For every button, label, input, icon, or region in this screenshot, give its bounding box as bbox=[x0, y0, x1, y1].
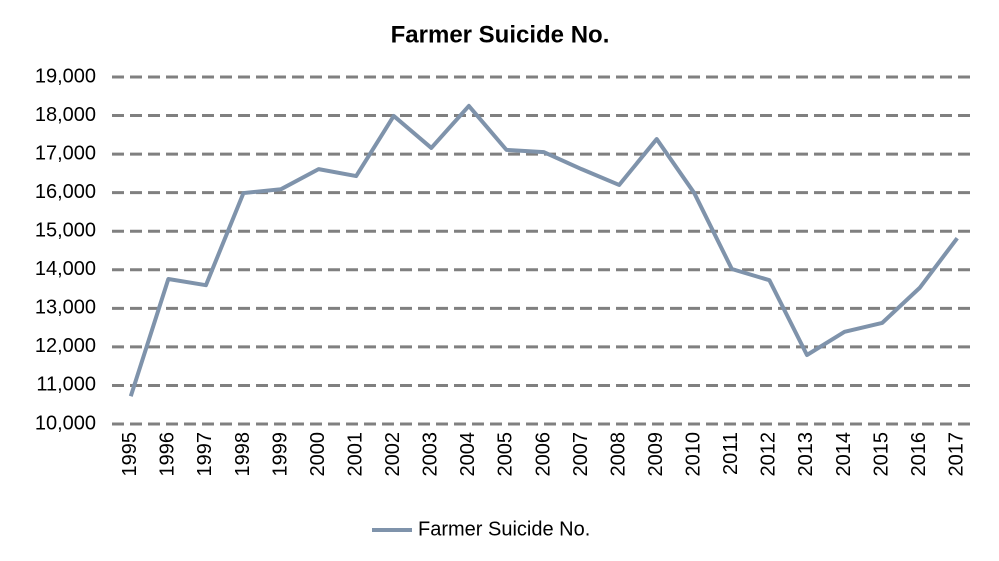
x-tick-label: 2007 bbox=[570, 432, 592, 477]
x-tick-label: 2006 bbox=[532, 432, 554, 477]
y-tick-label: 10,000 bbox=[35, 412, 96, 434]
x-tick-label: 2000 bbox=[307, 432, 329, 477]
data-line bbox=[128, 103, 959, 397]
y-tick-label: 17,000 bbox=[35, 142, 96, 164]
x-tick-label: 1998 bbox=[232, 432, 254, 477]
x-tick-label: 2015 bbox=[870, 432, 892, 477]
y-tick-label: 11,000 bbox=[36, 374, 96, 396]
x-tick-label: 2004 bbox=[457, 432, 479, 477]
x-tick-label: 2010 bbox=[683, 432, 705, 477]
x-tick-label: 2008 bbox=[607, 432, 629, 477]
x-tick-label: 2005 bbox=[495, 432, 517, 477]
x-tick-label: 2001 bbox=[344, 432, 366, 477]
x-tick-label: 2002 bbox=[382, 432, 404, 477]
y-tick-label: 12,000 bbox=[35, 335, 96, 357]
legend-label: Farmer Suicide No. bbox=[418, 518, 590, 540]
x-tick-label: 2012 bbox=[758, 432, 780, 477]
x-tick-label: 2016 bbox=[908, 432, 930, 477]
x-tick-label: 2011 bbox=[720, 432, 742, 475]
x-tick-label: 2017 bbox=[945, 432, 967, 477]
x-tick-label: 2009 bbox=[645, 432, 667, 477]
x-tick-label: 2014 bbox=[833, 432, 855, 477]
y-tick-label: 18,000 bbox=[35, 104, 96, 126]
chart-title: Farmer Suicide No. bbox=[391, 21, 610, 48]
y-tick-label: 14,000 bbox=[35, 258, 96, 280]
x-tick-label: 1999 bbox=[269, 432, 291, 477]
x-tick-label: 1995 bbox=[119, 432, 141, 477]
y-tick-label: 19,000 bbox=[35, 65, 96, 87]
y-tick-label: 15,000 bbox=[35, 220, 96, 242]
y-tick-label: 13,000 bbox=[35, 297, 96, 319]
y-tick-label: 16,000 bbox=[35, 181, 96, 203]
x-tick-label: 2003 bbox=[420, 432, 442, 477]
x-tick-label: 2013 bbox=[795, 432, 817, 477]
x-tick-label: 1997 bbox=[194, 432, 216, 477]
x-tick-label: 1996 bbox=[157, 432, 179, 477]
